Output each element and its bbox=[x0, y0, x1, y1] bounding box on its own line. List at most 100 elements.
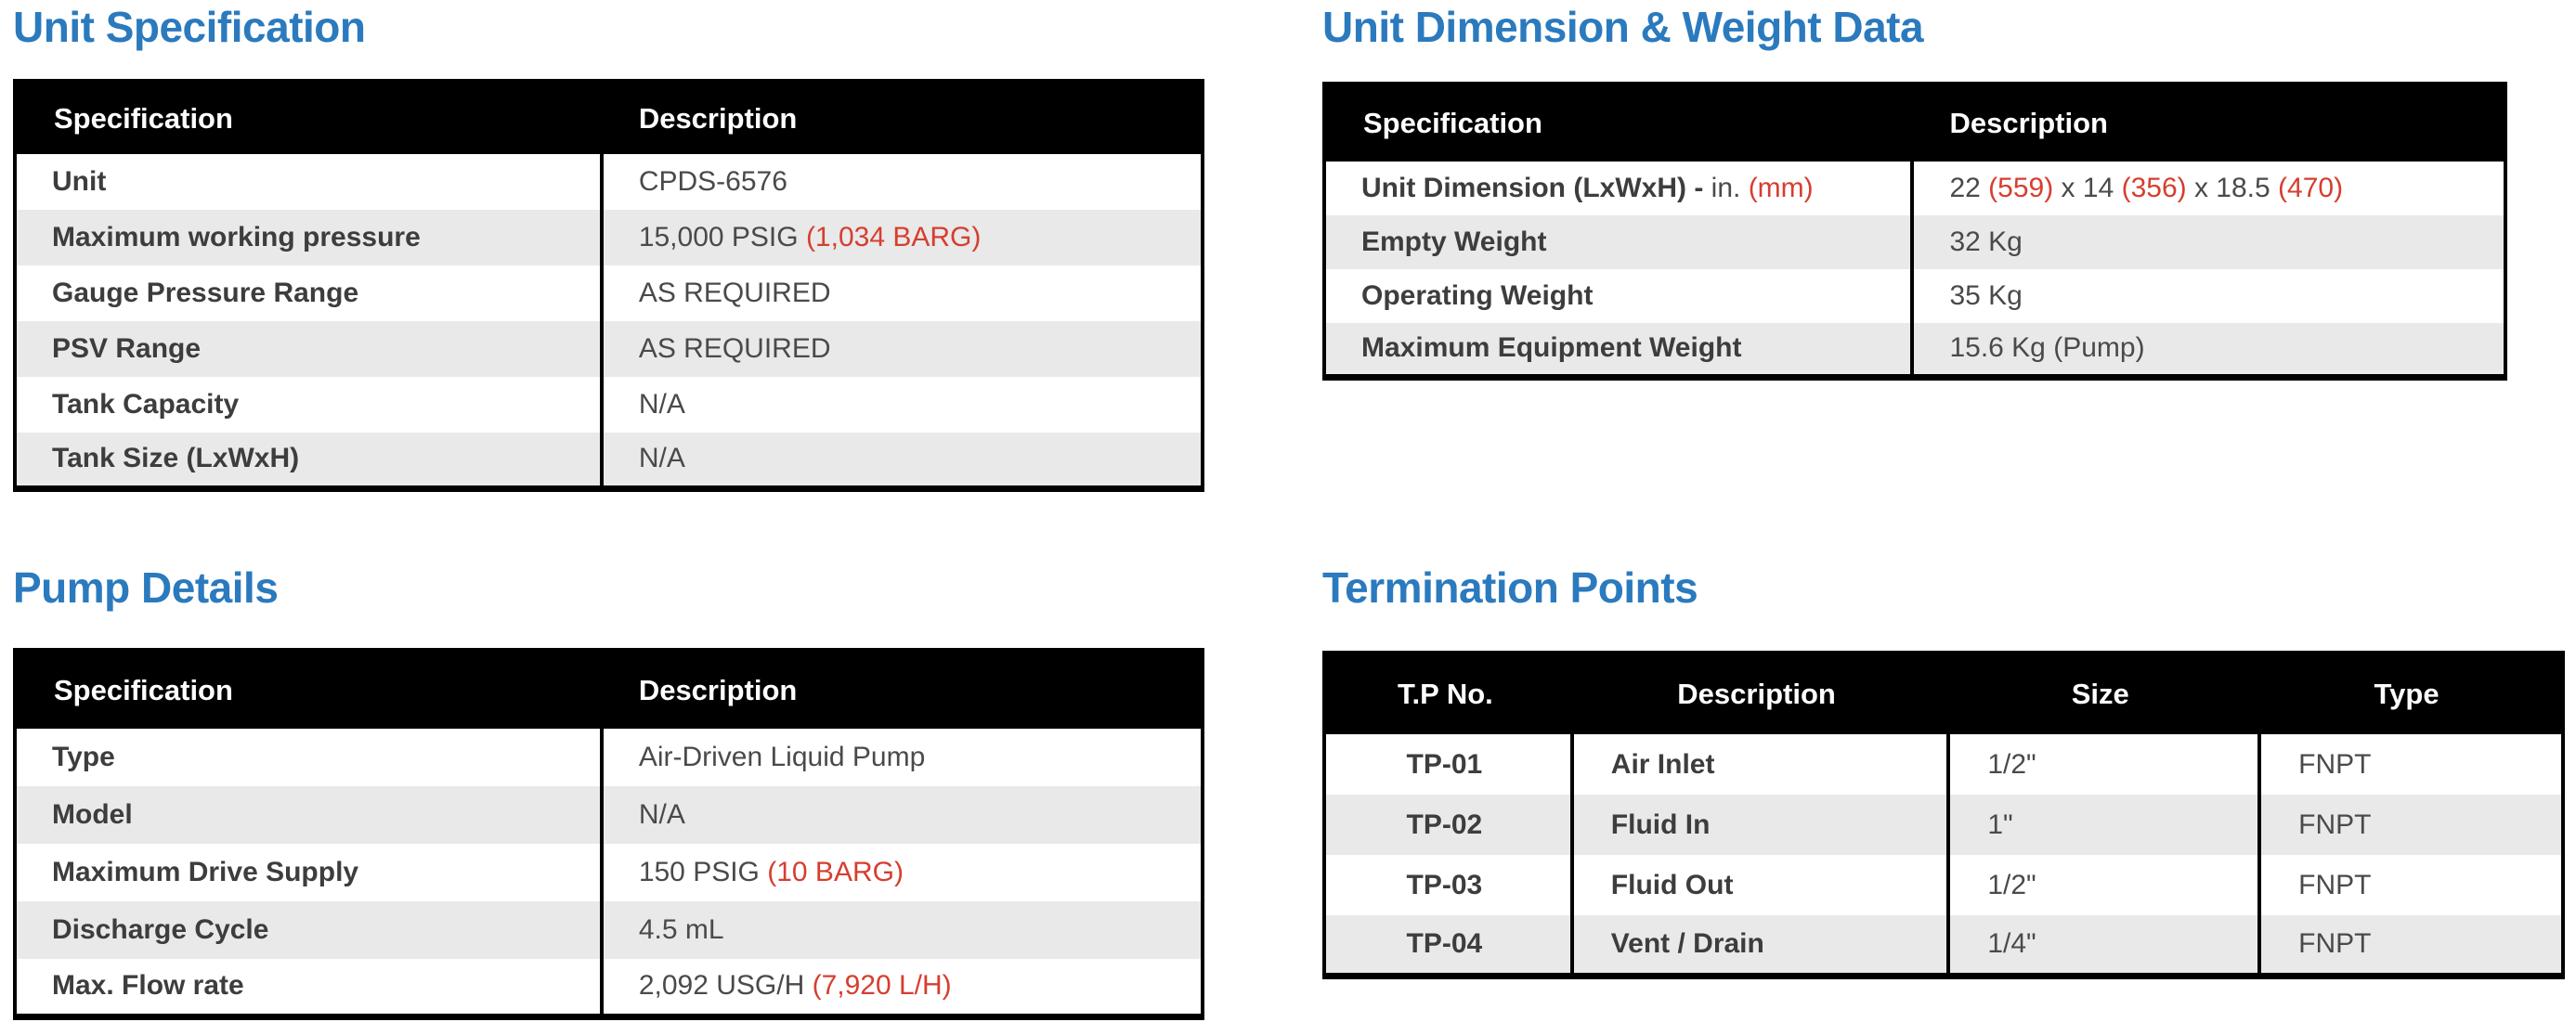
metric-alt-unit-text: (356) bbox=[2121, 173, 2187, 203]
cell-text: PSV Range bbox=[52, 333, 202, 364]
cell-text: 32 Kg bbox=[1949, 226, 2023, 257]
cell-specification: Maximum Equipment Weight bbox=[1324, 323, 1913, 377]
cell-specification: Model bbox=[15, 786, 602, 844]
cell-text: Fluid In bbox=[1610, 809, 1711, 840]
table-row: Tank Capacity N/A bbox=[15, 377, 1203, 433]
table-row: Maximum Equipment Weight 15.6 Kg (Pump) bbox=[1324, 323, 2505, 377]
cell-text: AS REQUIRED bbox=[638, 278, 831, 308]
cell-text: 15.6 Kg (Pump) bbox=[1949, 332, 2145, 364]
cell-text: AS REQUIRED bbox=[638, 333, 831, 364]
table-row: Empty Weight 32 Kg bbox=[1324, 215, 2505, 269]
cell-specification: Maximum working pressure bbox=[15, 210, 602, 265]
cell-text: FNPT bbox=[2298, 748, 2372, 780]
cell-text: in. bbox=[1711, 173, 1749, 203]
cell-text: FNPT bbox=[2298, 809, 2372, 840]
unit-specification-section: Unit Specification Specification Descript… bbox=[13, 2, 1204, 492]
cell-text: 150 PSIG bbox=[638, 857, 768, 887]
metric-alt-unit-text: (1,034 BARG) bbox=[805, 222, 982, 252]
cell-text: 1/4" bbox=[1987, 927, 2036, 959]
cell-description: Air Inlet bbox=[1569, 734, 1949, 795]
cell-text: FNPT bbox=[2298, 927, 2372, 959]
table-row: PSV Range AS REQUIRED bbox=[15, 321, 1203, 377]
unit-dimension-weight-table: Specification Description Unit Dimension (… bbox=[1322, 82, 2507, 381]
cell-t-p-no: TP-04 bbox=[1324, 915, 1572, 976]
column-header-type: Type bbox=[2259, 653, 2563, 734]
cell-description: AS REQUIRED bbox=[599, 265, 1203, 321]
cell-text: N/A bbox=[638, 799, 685, 830]
cell-text: Vent / Drain bbox=[1610, 927, 1764, 959]
cell-description: AS REQUIRED bbox=[599, 321, 1203, 377]
cell-description: N/A bbox=[599, 377, 1203, 433]
cell-text: TP-01 bbox=[1406, 748, 1483, 780]
cell-text: CPDS-6576 bbox=[638, 166, 787, 197]
cell-t-p-no: TP-03 bbox=[1324, 855, 1572, 915]
cell-description: 32 Kg bbox=[1910, 215, 2505, 269]
cell-description: Vent / Drain bbox=[1569, 915, 1949, 976]
cell-text: Operating Weight bbox=[1361, 280, 1594, 311]
cell-text: Tank Size (LxWxH) bbox=[52, 443, 300, 474]
metric-alt-unit-text: (10 BARG) bbox=[767, 857, 904, 887]
cell-text: 15,000 PSIG bbox=[638, 222, 806, 252]
metric-alt-unit-text: (mm) bbox=[1748, 173, 1814, 203]
cell-text: Max. Flow rate bbox=[52, 970, 244, 1002]
cell-specification: Empty Weight bbox=[1324, 215, 1913, 269]
cell-description: 22 (559) x 14 (356) x 18.5 (470) bbox=[1910, 162, 2505, 215]
cell-text: Unit Dimension (LxWxH) - bbox=[1361, 173, 1711, 203]
cell-text: Maximum working pressure bbox=[52, 222, 421, 252]
cell-text: Air-Driven Liquid Pump bbox=[638, 742, 926, 772]
cell-description: 15.6 Kg (Pump) bbox=[1910, 323, 2505, 377]
cell-description: Fluid In bbox=[1569, 795, 1949, 855]
cell-size: 1" bbox=[1946, 795, 2260, 855]
header-row: Specification Description bbox=[1324, 84, 2505, 162]
cell-text: Maximum Equipment Weight bbox=[1361, 332, 1742, 364]
table-row: Unit Dimension (LxWxH) - in. (mm) 22 (559… bbox=[1324, 162, 2505, 215]
cell-text: 22 bbox=[1949, 173, 1989, 203]
cell-size: 1/2" bbox=[1946, 734, 2260, 795]
cell-description: 15,000 PSIG (1,034 BARG) bbox=[599, 210, 1203, 265]
metric-alt-unit-text: (559) bbox=[1988, 173, 2054, 203]
cell-description: 4.5 mL bbox=[599, 901, 1203, 959]
cell-text: Gauge Pressure Range bbox=[52, 278, 359, 308]
cell-specification: Type bbox=[15, 729, 602, 786]
cell-description: N/A bbox=[599, 786, 1203, 844]
cell-t-p-no: TP-01 bbox=[1324, 734, 1572, 795]
cell-text: x 14 bbox=[2053, 173, 2122, 203]
cell-type: FNPT bbox=[2257, 855, 2563, 915]
table-row: Discharge Cycle 4.5 mL bbox=[15, 901, 1203, 959]
column-header-specification: Specification bbox=[15, 650, 602, 729]
cell-t-p-no: TP-02 bbox=[1324, 795, 1572, 855]
cell-description: Air-Driven Liquid Pump bbox=[599, 729, 1203, 786]
termination-points-title: Termination Points bbox=[1322, 563, 1698, 612]
column-header-description: Description bbox=[601, 81, 1203, 154]
cell-text: 35 Kg bbox=[1949, 280, 2023, 311]
cell-text: Air Inlet bbox=[1610, 748, 1715, 780]
cell-description: 150 PSIG (10 BARG) bbox=[599, 844, 1203, 901]
cell-description: CPDS-6576 bbox=[599, 154, 1203, 210]
column-header-specification: Specification bbox=[1324, 84, 1913, 162]
column-header-description: Description bbox=[1571, 653, 1949, 734]
cell-text: 1/2" bbox=[1987, 869, 2036, 900]
cell-type: FNPT bbox=[2257, 734, 2563, 795]
unit-specification-table: Specification Description Unit CPDS-6576 Max… bbox=[13, 79, 1204, 492]
table-row: Unit CPDS-6576 bbox=[15, 154, 1203, 210]
table-row: Maximum working pressure 15,000 PSIG (1,0… bbox=[15, 210, 1203, 265]
cell-text: N/A bbox=[638, 443, 685, 474]
cell-specification: Unit Dimension (LxWxH) - in. (mm) bbox=[1324, 162, 1912, 215]
cell-size: 1/4" bbox=[1946, 915, 2260, 976]
cell-text: Fluid Out bbox=[1610, 869, 1734, 900]
column-header-t-p-no: T.P No. bbox=[1324, 653, 1572, 734]
table-row: TP-02 Fluid In 1" FNPT bbox=[1324, 795, 2563, 855]
cell-specification: Gauge Pressure Range bbox=[15, 265, 602, 321]
metric-alt-unit-text: (7,920 L/H) bbox=[812, 970, 952, 1002]
termination-points-table: T.P No. Description Size Type TP-01 Air Inlet… bbox=[1322, 651, 2565, 979]
cell-text: TP-04 bbox=[1406, 927, 1483, 959]
cell-type: FNPT bbox=[2257, 915, 2563, 976]
cell-specification: Operating Weight bbox=[1324, 269, 1912, 323]
cell-specification: Tank Size (LxWxH) bbox=[15, 433, 602, 488]
table-row: Operating Weight 35 Kg bbox=[1324, 269, 2505, 323]
cell-text: Model bbox=[52, 799, 133, 830]
cell-text: Tank Capacity bbox=[52, 389, 240, 420]
cell-text: Unit bbox=[52, 166, 107, 197]
table-row: Max. Flow rate 2,092 USG/H (7,920 L/H) bbox=[15, 959, 1203, 1016]
